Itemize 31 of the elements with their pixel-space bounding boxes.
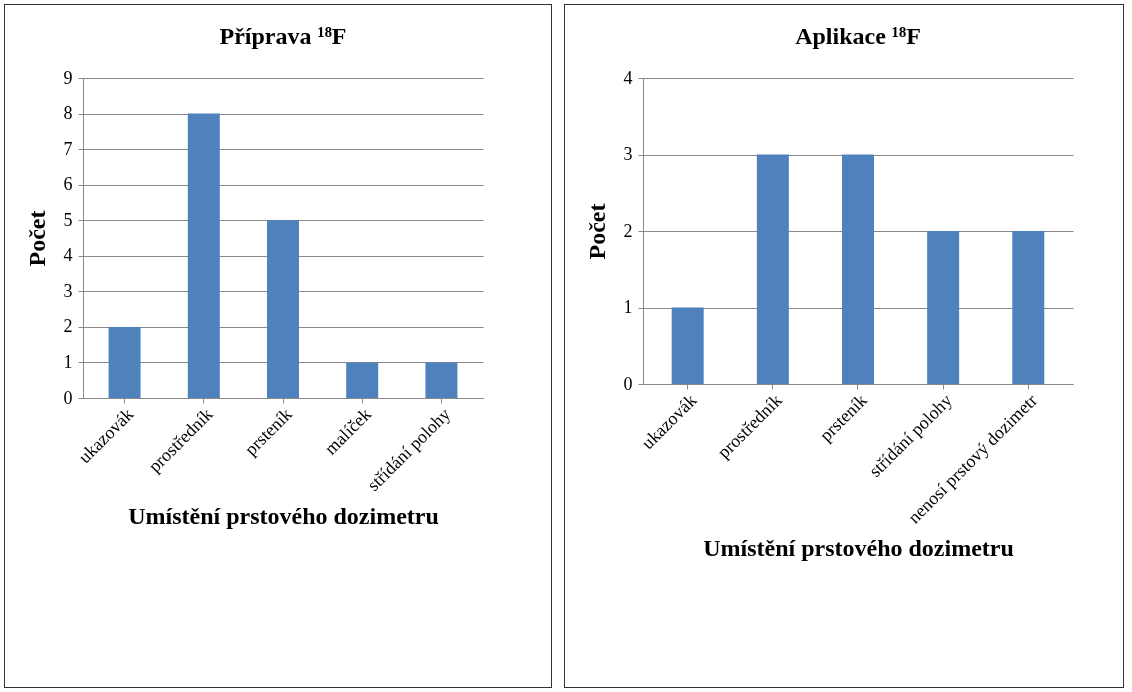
- y-tick-label: 9: [63, 67, 73, 88]
- y-tick-label: 4: [63, 245, 73, 266]
- y-tick-label: 7: [63, 138, 73, 159]
- y-tick-label: 1: [623, 297, 633, 317]
- bar: [927, 231, 960, 384]
- y-tick-label: 2: [63, 316, 73, 337]
- bar: [425, 362, 458, 398]
- y-tick-label: 8: [63, 103, 73, 124]
- bar: [187, 113, 220, 398]
- y-axis-title: Počet: [583, 203, 610, 260]
- x-axis-title: Umístění prstového dozimetru: [703, 535, 1014, 562]
- bar: [108, 326, 141, 398]
- y-tick-label: 0: [63, 387, 73, 408]
- chart-title: Aplikace ¹⁸F: [795, 23, 921, 49]
- y-tick-label: 3: [63, 280, 73, 301]
- bar: [842, 154, 874, 384]
- bar: [671, 307, 704, 384]
- y-tick-label: 0: [623, 373, 633, 394]
- y-tick-label: 4: [623, 67, 633, 88]
- y-tick-label: 2: [623, 220, 633, 241]
- bar: [756, 154, 789, 384]
- chart-title: Příprava ¹⁸F: [219, 23, 347, 49]
- y-tick-label: 6: [63, 174, 73, 195]
- y-tick-label: 3: [623, 144, 633, 164]
- y-tick-label: 5: [63, 209, 73, 230]
- y-tick-label: 1: [63, 351, 73, 372]
- y-axis-title: Počet: [23, 210, 50, 267]
- bar: [1012, 231, 1045, 384]
- bar: [346, 362, 379, 398]
- x-axis-title: Umístění prstového dozimetru: [128, 502, 439, 529]
- bar: [267, 220, 299, 398]
